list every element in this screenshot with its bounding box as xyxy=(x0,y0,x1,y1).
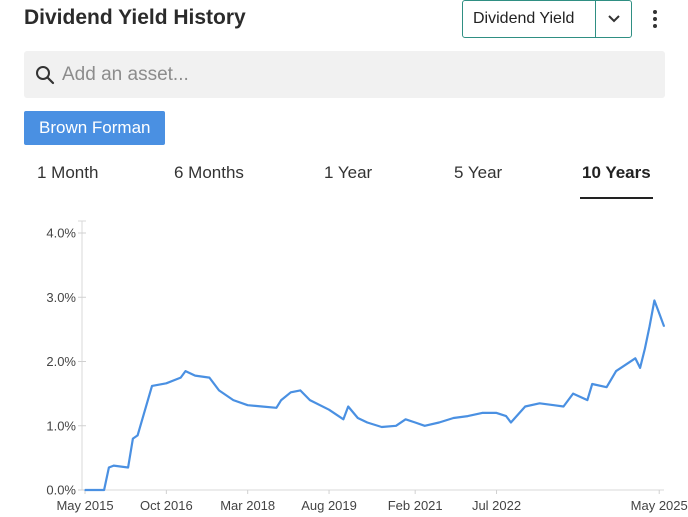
data-point xyxy=(524,405,526,408)
data-point xyxy=(84,489,86,491)
data-point xyxy=(290,391,292,394)
data-point xyxy=(663,325,665,327)
data-point xyxy=(165,382,168,385)
data-point xyxy=(112,464,115,467)
data-point xyxy=(246,404,249,406)
data-point xyxy=(562,405,565,408)
metric-select-label: Dividend Yield xyxy=(473,10,575,27)
y-tick-label: 0.0% xyxy=(46,483,76,498)
data-point xyxy=(208,376,211,379)
search-icon xyxy=(34,64,56,86)
data-point xyxy=(366,421,369,424)
x-tick-label: May 2015 xyxy=(56,498,113,513)
data-point xyxy=(179,376,182,379)
page-title: Dividend Yield History xyxy=(24,6,246,29)
data-point xyxy=(357,417,359,419)
data-point xyxy=(452,417,455,419)
x-tick-label: Aug 2019 xyxy=(301,498,357,513)
x-tick-label: Feb 2021 xyxy=(388,498,443,513)
data-point xyxy=(136,434,139,437)
data-point xyxy=(658,312,660,315)
data-point xyxy=(347,405,350,408)
data-point xyxy=(261,405,263,408)
data-point xyxy=(605,386,608,388)
time-range-tabs: 1 Month 6 Months 1 Year 5 Year 10 Years xyxy=(0,160,688,200)
series-line-dividend-yield xyxy=(85,299,666,492)
search-box[interactable] xyxy=(24,51,665,98)
data-point xyxy=(510,421,512,424)
data-point xyxy=(127,466,129,469)
data-point xyxy=(232,399,235,401)
data-point xyxy=(553,404,555,406)
y-tick-label: 4.0% xyxy=(46,226,76,241)
more-vertical-icon[interactable] xyxy=(646,6,664,32)
data-point xyxy=(404,418,407,421)
tab-6-months[interactable]: 6 Months xyxy=(174,163,244,182)
data-point xyxy=(414,421,417,424)
data-point xyxy=(309,399,311,401)
tab-1-month[interactable]: 1 Month xyxy=(37,163,99,182)
asset-chip[interactable]: Brown Forman xyxy=(24,111,166,145)
data-point xyxy=(572,392,574,395)
data-point xyxy=(328,408,330,411)
data-point xyxy=(538,402,541,405)
tab-10-years[interactable]: 10 Years xyxy=(582,163,651,182)
x-tick-label: Jul 2022 xyxy=(472,498,521,513)
data-point xyxy=(108,466,110,469)
data-point xyxy=(275,407,278,409)
data-point xyxy=(194,374,196,377)
data-point xyxy=(591,383,593,385)
data-point xyxy=(481,412,484,414)
data-point xyxy=(467,415,469,417)
x-tick-label: May 2025 xyxy=(631,498,688,513)
metric-select[interactable]: Dividend Yield xyxy=(462,0,632,38)
chevron-down-icon[interactable] xyxy=(595,1,631,37)
data-point xyxy=(184,370,187,372)
active-tab-underline xyxy=(580,197,653,199)
data-point xyxy=(615,370,617,372)
data-point xyxy=(639,367,641,369)
data-point xyxy=(132,437,134,440)
search-input[interactable] xyxy=(62,63,622,86)
data-point xyxy=(151,385,153,387)
data-point xyxy=(342,418,345,421)
data-point xyxy=(495,412,498,414)
data-point xyxy=(218,389,220,392)
data-point xyxy=(586,399,589,401)
data-point xyxy=(648,325,651,327)
data-point xyxy=(395,425,397,427)
data-point xyxy=(380,426,383,428)
y-tick-label: 3.0% xyxy=(46,290,76,305)
data-point xyxy=(644,347,646,350)
tab-5-year[interactable]: 5 Year xyxy=(454,163,503,182)
tab-1-year[interactable]: 1 Year xyxy=(324,163,373,182)
data-point xyxy=(103,489,105,491)
data-point xyxy=(438,421,440,424)
data-point xyxy=(505,415,507,417)
data-point xyxy=(299,389,302,392)
data-point xyxy=(634,357,637,360)
data-point xyxy=(423,425,426,427)
x-tick-label: Oct 2016 xyxy=(140,498,193,513)
x-tick-label: Mar 2018 xyxy=(220,498,275,513)
data-point xyxy=(624,363,627,366)
y-tick-label: 1.0% xyxy=(46,418,76,433)
y-tick-label: 2.0% xyxy=(46,354,76,369)
data-point xyxy=(280,399,283,401)
dividend-yield-chart: 0.0% 1.0% 2.0% 3.0% 4.0% May 2015 Oct 2016 Mar … xyxy=(46,220,688,513)
data-point xyxy=(653,299,656,302)
